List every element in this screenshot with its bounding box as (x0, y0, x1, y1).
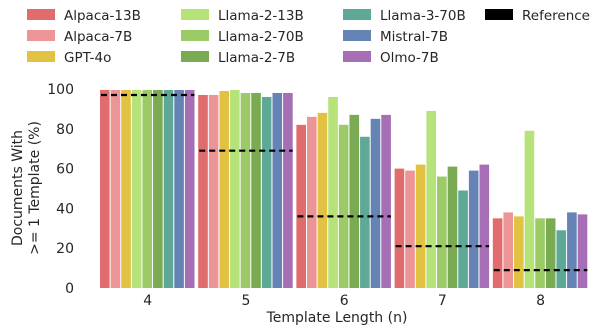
bar (349, 114, 360, 289)
x-axis: 4 5 6 7 8 Template Length (n) (143, 293, 545, 326)
legend-swatch (181, 30, 209, 41)
bar (100, 89, 110, 289)
bar (131, 89, 142, 289)
y-axis-label-line: >= 1 Template (%) (27, 121, 43, 255)
x-tick-label: 4 (143, 293, 152, 309)
bar (437, 176, 447, 288)
x-tick-label: 6 (340, 293, 349, 309)
x-tick-label: 8 (536, 293, 545, 309)
bar (240, 92, 251, 288)
legend-swatch (181, 9, 209, 20)
bar (567, 212, 577, 288)
bar (415, 164, 426, 288)
bar (153, 89, 163, 289)
y-axis-label: Documents With>= 1 Template (%) (10, 121, 43, 255)
bar (514, 216, 524, 288)
bar (184, 89, 195, 289)
legend-item: Mistral-7B (343, 29, 448, 45)
bar (328, 96, 338, 289)
legend-label: GPT-4o (64, 50, 111, 66)
bar (283, 92, 293, 288)
legend-item: Olmo-7B (343, 50, 439, 66)
x-tick-label: 7 (438, 293, 447, 309)
bar (174, 89, 184, 289)
bar (577, 214, 588, 288)
y-tick-label: 0 (65, 281, 74, 297)
bar (370, 118, 381, 288)
bar (394, 168, 405, 288)
bar (492, 218, 503, 288)
legend-label: Alpaca-7B (64, 29, 132, 45)
legend-item: Llama-3-70B (343, 8, 466, 24)
legend-item: Llama-2-70B (181, 29, 304, 45)
legend-label: Llama-2-13B (218, 8, 304, 24)
bar (381, 114, 391, 289)
legend-label: Olmo-7B (380, 50, 439, 66)
legend-item: Llama-2-7B (181, 50, 295, 66)
legend-item: Llama-2-13B (181, 8, 304, 24)
legend-swatch (343, 51, 371, 62)
bar (261, 96, 272, 289)
bar (556, 230, 567, 288)
legend-swatch (27, 51, 55, 62)
bar (338, 124, 349, 288)
bar (121, 89, 131, 289)
reference-lines (101, 93, 588, 272)
bar (110, 89, 121, 289)
y-tick-label: 100 (47, 82, 74, 98)
legend-label: Llama-2-70B (218, 29, 304, 45)
legend-swatch (27, 9, 55, 20)
y-tick-label: 40 (56, 201, 74, 217)
legend-item: Alpaca-13B (27, 8, 141, 24)
legend-label: Llama-2-7B (218, 50, 295, 66)
bar (426, 110, 437, 288)
bar (447, 166, 458, 288)
x-axis-label: Template Length (n) (266, 310, 408, 326)
x-tick-label: 5 (241, 293, 250, 309)
legend-swatch (181, 51, 209, 62)
bar (230, 89, 240, 289)
bars (100, 89, 588, 289)
bar (272, 92, 283, 288)
bar (317, 112, 328, 288)
y-tick-label: 60 (56, 162, 74, 178)
y-tick-label: 80 (56, 122, 74, 138)
bar (360, 136, 370, 288)
legend-label: Reference (522, 8, 590, 24)
bar (468, 170, 479, 288)
bar (163, 89, 174, 289)
legend-swatch (343, 9, 371, 20)
legend-swatch (27, 30, 55, 41)
legend-swatch (485, 9, 513, 20)
legend-item: Reference (485, 8, 590, 24)
legend: Alpaca-13B Alpaca-7B GPT-4o Llama-2-13B Llam… (27, 8, 590, 66)
bar (296, 124, 307, 288)
bar (307, 116, 317, 288)
legend-label: Llama-3-70B (380, 8, 466, 24)
y-axis: 0 20 40 60 80 100 Documents With>= 1 Template … (10, 82, 74, 297)
bar (405, 170, 415, 288)
bar (142, 89, 153, 289)
bar (479, 164, 490, 288)
bar (198, 94, 208, 288)
bar (535, 218, 545, 288)
legend-item: Alpaca-7B (27, 29, 132, 45)
bar (545, 218, 556, 288)
bar (219, 90, 230, 289)
bar (458, 190, 468, 288)
legend-item: GPT-4o (27, 50, 111, 66)
bar (524, 130, 535, 288)
y-tick-label: 20 (56, 241, 74, 257)
bar (503, 212, 514, 288)
bar (208, 94, 219, 288)
legend-label: Mistral-7B (380, 29, 448, 45)
bar (251, 92, 261, 288)
y-axis-label-line: Documents With (10, 130, 26, 246)
legend-label: Alpaca-13B (64, 8, 141, 24)
legend-swatch (343, 30, 371, 41)
